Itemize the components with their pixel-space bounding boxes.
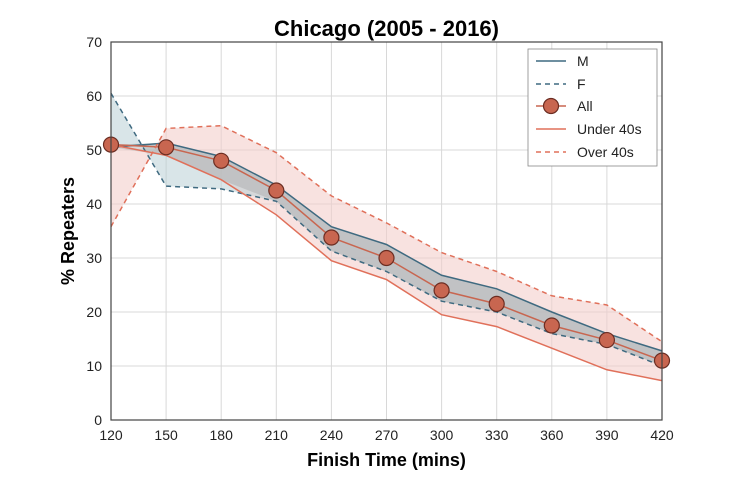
series-line-m <box>110 142 663 352</box>
y-tick-label: 60 <box>86 88 102 104</box>
x-axis-label: Finish Time (mins) <box>307 450 466 470</box>
legend-label-m: M <box>577 53 589 69</box>
overlap-band-segment <box>166 142 222 180</box>
y-tick-label: 0 <box>94 412 102 428</box>
gender-band-segment <box>111 93 167 187</box>
y-tick-label: 10 <box>86 358 102 374</box>
data-point-all <box>158 139 175 156</box>
plot-frame <box>110 41 663 421</box>
legend-label-under-40s: Under 40s <box>577 121 642 137</box>
data-point-all <box>598 331 616 349</box>
series-lines <box>110 92 663 382</box>
gender-band-segment <box>386 244 442 302</box>
legend-label-f: F <box>577 76 586 92</box>
y-tick-label: 70 <box>86 34 102 50</box>
legend-marker-all <box>542 97 560 115</box>
overlap-band-segment <box>496 288 552 334</box>
y-tick-label: 30 <box>86 250 102 266</box>
y-tick-label: 20 <box>86 304 102 320</box>
x-tick-label: 300 <box>430 427 454 443</box>
legend: MF All Under 40s Over 40s <box>527 48 658 167</box>
data-point-all <box>543 317 560 334</box>
legend-label-over-40s: Over 40s <box>577 144 634 160</box>
y-tick-label: 40 <box>86 196 102 212</box>
x-tick-label: 150 <box>154 427 178 443</box>
legend-label-all: All <box>577 98 593 114</box>
x-tick-label: 390 <box>595 427 619 443</box>
gender-band-segment <box>441 275 497 312</box>
x-tick-label: 210 <box>265 427 289 443</box>
x-tick-label: 360 <box>540 427 564 443</box>
x-tick-label: 330 <box>485 427 509 443</box>
overlap-band-segment <box>441 275 497 312</box>
tick-labels: 120 150 180 210 240 270 300 330 360 390 420 0 10 20 30… <box>86 34 673 443</box>
y-axis-label: % Repeaters <box>58 177 78 285</box>
data-point-all <box>323 229 340 246</box>
data-point-all <box>268 182 285 199</box>
data-point-all <box>378 249 395 267</box>
series-line-over-40s <box>110 124 663 343</box>
gender-band-segment <box>331 226 387 272</box>
series-markers <box>102 136 671 369</box>
data-point-all <box>213 152 230 169</box>
overlap-band-segment <box>331 226 387 272</box>
data-point-all <box>488 295 505 312</box>
series-line-under-40s <box>110 143 663 382</box>
overlap-band-segment <box>386 244 442 302</box>
x-tick-label: 270 <box>375 427 399 443</box>
x-tick-label: 420 <box>650 427 674 443</box>
y-tick-label: 50 <box>86 142 102 158</box>
x-tick-label: 120 <box>99 427 123 443</box>
series-line-f <box>110 92 663 367</box>
chart-title: Chicago (2005 - 2016) <box>274 16 499 41</box>
x-tick-label: 240 <box>320 427 344 443</box>
x-tick-label: 180 <box>210 427 234 443</box>
gender-band-segment <box>496 288 552 334</box>
data-point-all <box>433 282 450 299</box>
gender-band-segment <box>166 142 222 189</box>
